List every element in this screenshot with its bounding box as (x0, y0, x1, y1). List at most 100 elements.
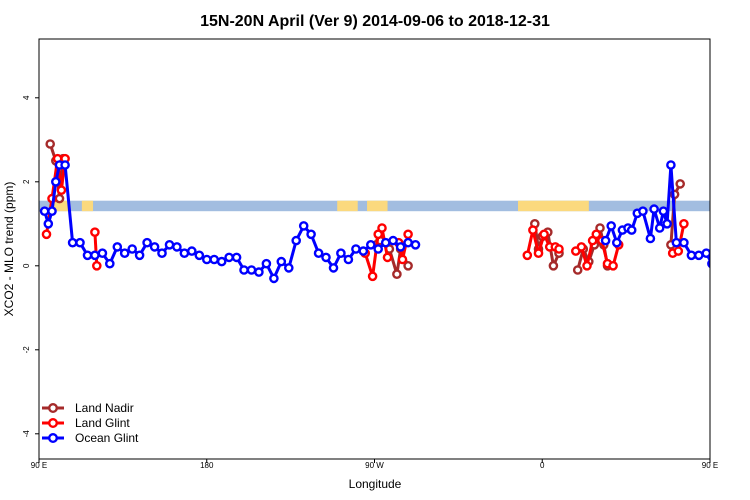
data-point-1-4-1 (528, 225, 538, 235)
data-point-2-0-18 (157, 248, 167, 258)
data-point-2-0-27 (224, 252, 234, 263)
data-point-2-1-19 (707, 259, 710, 269)
y-axis-title: XCO2 - MLO trend (ppm) (2, 182, 16, 317)
legend-swatch-marker-1 (48, 418, 59, 429)
data-point-2-1-17 (694, 250, 704, 261)
data-point-0-5-1 (721, 187, 728, 194)
data-point-1-7-1 (719, 168, 726, 175)
data-point-1-2-4 (382, 252, 393, 263)
data-point-2-1-24 (744, 239, 750, 246)
data-point-2-1-13 (666, 160, 676, 170)
data-point-2-0-38 (306, 229, 316, 240)
x-tick-label-0: 90 E (31, 461, 47, 470)
data-point-2-0-43 (343, 254, 354, 265)
legend-item-1: Land Glint (42, 416, 130, 430)
data-point-2-1-23 (736, 250, 743, 257)
data-point-2-1-21 (721, 252, 728, 259)
map-band-land-5 (721, 201, 740, 212)
data-point-2-0-48 (380, 237, 391, 248)
data-point-2-0-30 (246, 265, 257, 275)
y-tick-label-3: 2 (22, 179, 31, 184)
data-point-2-0-39 (313, 248, 324, 258)
data-point-0-0-0 (45, 139, 56, 149)
data-point-1-0-3 (56, 185, 67, 195)
legend-swatch-marker-0 (48, 403, 59, 414)
data-point-0-5-0 (718, 140, 725, 147)
series-line-1-7 (716, 159, 733, 235)
legend-label-0: Land Nadir (75, 401, 134, 415)
axes: 90 E 180 90 W 0 90 E -4 -2 0 2 4 (22, 95, 718, 470)
data-point-2-0-6 (67, 237, 78, 248)
data-point-2-0-49 (388, 235, 398, 246)
data-point-2-0-0 (39, 206, 50, 216)
data-point-2-0-32 (261, 258, 272, 269)
data-point-2-0-1 (43, 218, 54, 229)
data-point-2-0-42 (336, 248, 346, 258)
data-point-1-4-3 (539, 229, 549, 240)
data-point-2-0-11 (105, 258, 115, 269)
data-point-2-1-1 (606, 221, 617, 231)
data-point-2-1-20 (714, 243, 721, 250)
data-point-2-1-11 (658, 206, 669, 216)
data-point-2-1-9 (649, 204, 659, 214)
legend-item-2: Ocean Glint (42, 431, 139, 445)
data-point-2-0-25 (209, 254, 219, 265)
data-point-2-0-17 (149, 242, 160, 252)
legend-item-0: Land Nadir (42, 401, 134, 415)
data-point-0-1-3 (392, 269, 402, 280)
y-tick-label-2: 0 (22, 263, 31, 268)
x-tick-label-2: 90 W (365, 461, 384, 470)
data-point-2-0-16 (142, 237, 152, 248)
data-point-2-1-16 (686, 250, 697, 261)
x-tick-label-3: 0 (540, 461, 545, 470)
data-point-1-4-2 (533, 248, 544, 258)
data-point-2-1-14 (671, 237, 682, 248)
x-tick-label-4: 90 E (702, 461, 718, 470)
data-point-2-0-37 (298, 221, 309, 231)
data-point-0-0-2 (54, 193, 65, 204)
data-point-1-7-2 (723, 155, 730, 162)
map-band-land-1 (81, 200, 94, 212)
data-point-2-1-22 (729, 243, 736, 250)
data-point-2-1-12 (662, 218, 672, 229)
data-point-1-2-3 (377, 223, 387, 233)
data-point-1-7-3 (729, 182, 736, 189)
data-point-2-1-7 (638, 206, 648, 216)
data-point-2-0-21 (179, 248, 190, 258)
series-line-0-5 (721, 144, 730, 190)
plot-area (39, 139, 750, 284)
data-point-2-1-15 (679, 237, 689, 248)
data-point-2-0-3 (51, 176, 61, 187)
x-tick-label-1: 180 (200, 461, 214, 470)
chart-title: 15N-20N April (Ver 9) 2014-09-06 to 2018… (200, 13, 550, 30)
y-tick-label-1: -2 (22, 346, 31, 354)
data-point-2-0-22 (186, 246, 197, 256)
data-point-2-0-33 (269, 273, 279, 284)
data-point-0-1-5 (403, 260, 413, 271)
data-point-2-1-10 (654, 223, 665, 233)
data-point-0-2-4 (548, 260, 559, 271)
data-point-2-0-15 (134, 250, 145, 261)
data-point-1-3-1 (397, 254, 408, 265)
legend-label-2: Ocean Glint (75, 431, 139, 445)
data-point-1-3-2 (403, 229, 413, 240)
data-point-2-0-44 (351, 244, 361, 254)
data-point-2-1-2 (612, 237, 622, 248)
data-point-2-0-26 (216, 256, 227, 267)
data-point-2-0-7 (75, 237, 85, 248)
data-point-2-0-46 (365, 239, 376, 250)
data-point-2-1-5 (626, 225, 637, 235)
legend-swatch-marker-2 (48, 433, 59, 444)
legend-label-1: Land Glint (75, 416, 130, 430)
data-point-2-0-29 (239, 265, 249, 275)
data-point-2-0-45 (358, 246, 369, 256)
map-band-land-4 (518, 200, 589, 212)
data-point-1-4-6 (554, 244, 564, 254)
data-point-2-0-36 (291, 235, 302, 246)
data-point-1-1-1 (92, 260, 102, 271)
data-point-2-0-12 (112, 242, 123, 252)
data-point-2-0-40 (321, 252, 331, 263)
